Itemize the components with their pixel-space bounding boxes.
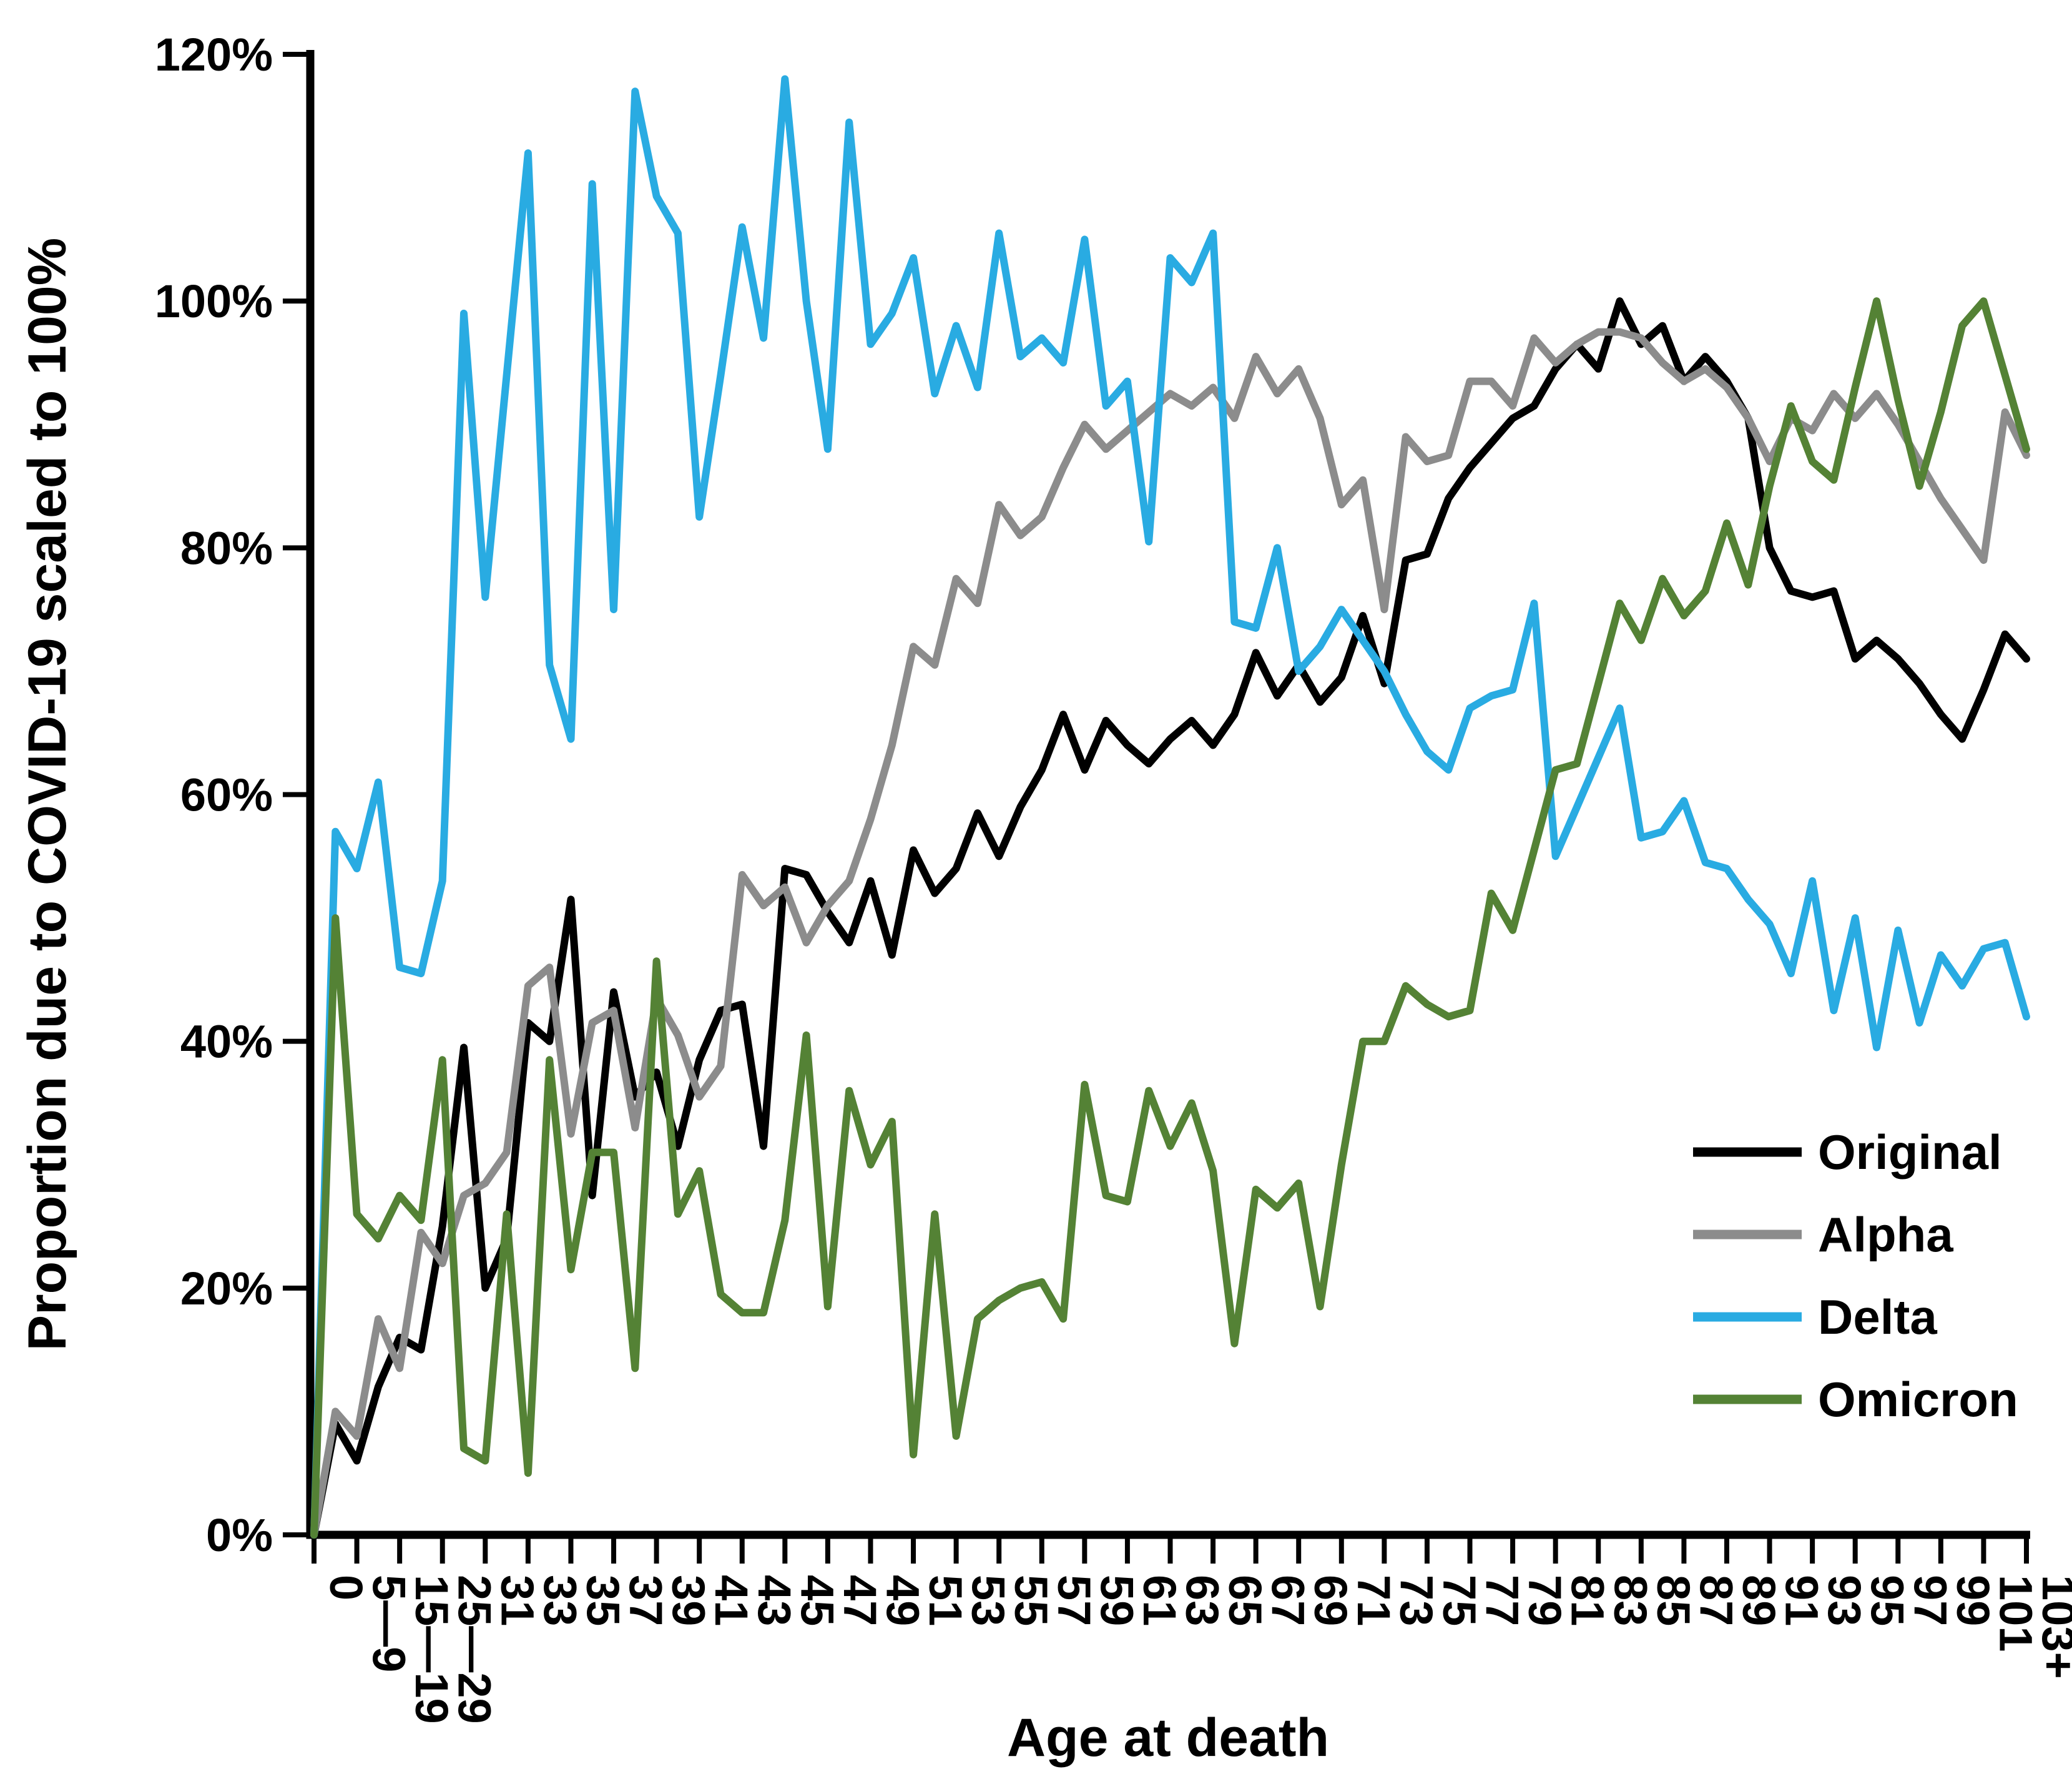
x-tick-label: 73 <box>1390 1575 1442 1626</box>
x-tick-label: 89 <box>1733 1575 1785 1626</box>
x-tick-label: 33 <box>534 1575 586 1626</box>
x-tick-label: 97 <box>1904 1575 1956 1626</box>
legend-label-delta: Delta <box>1818 1289 1937 1344</box>
legend-label-omicron: Omicron <box>1818 1372 2018 1427</box>
legend-label-alpha: Alpha <box>1818 1207 1953 1262</box>
x-tick-label: 63 <box>1177 1575 1229 1626</box>
x-axis-title: Age at death <box>1007 1708 1329 1768</box>
x-tick-label: 51 <box>920 1575 971 1626</box>
x-tick-label: 57 <box>1048 1575 1100 1626</box>
x-tick-label: 81 <box>1562 1575 1614 1626</box>
x-tick-label: 75 <box>1433 1575 1485 1626</box>
x-tick-label: 53 <box>963 1575 1014 1626</box>
x-tick-label: 93 <box>1819 1575 1870 1626</box>
y-tick-label: 60% <box>180 769 273 821</box>
x-tick-label: 43 <box>749 1575 800 1626</box>
y-tick-label: 120% <box>155 29 273 81</box>
y-tick-label: 80% <box>180 522 273 574</box>
x-tick-label: 67 <box>1262 1575 1314 1626</box>
x-tick-label: 79 <box>1519 1575 1571 1626</box>
x-tick-label: 85 <box>1647 1575 1699 1626</box>
x-tick-label: 101 <box>1990 1575 2041 1652</box>
plot-area: 0% 20% 40% 60% 80% 100% 120% 05—915—1925—293133… <box>155 29 2072 1724</box>
series-line-alpha <box>310 328 2030 1539</box>
series-line-delta <box>310 75 2030 1539</box>
x-tick-label: 77 <box>1476 1575 1528 1626</box>
x-tick-label: 39 <box>663 1575 715 1626</box>
x-tick-label: 31 <box>491 1575 543 1626</box>
x-tick-label: 37 <box>620 1575 672 1626</box>
x-tick-label: 59 <box>1091 1575 1142 1626</box>
y-tick-label: 100% <box>155 275 273 327</box>
x-tick-label: 83 <box>1604 1575 1656 1626</box>
y-axis-title: Proportion due to COVID-19 scaled to 100… <box>17 238 77 1351</box>
legend-label-original: Original <box>1818 1125 2002 1180</box>
x-tick-label: 91 <box>1776 1575 1828 1626</box>
x-tick-label: 69 <box>1305 1575 1357 1626</box>
x-tick-label: 99 <box>1947 1575 1999 1626</box>
x-tick-label: 5—9 <box>363 1575 415 1672</box>
x-tick-label: 103+ <box>2033 1575 2072 1679</box>
x-tick-label: 87 <box>1690 1575 1742 1626</box>
x-tick-label: 15—19 <box>406 1575 458 1724</box>
x-tick-label: 47 <box>834 1575 886 1626</box>
x-tick-label: 71 <box>1348 1575 1400 1626</box>
x-tick-label: 65 <box>1219 1575 1271 1626</box>
x-tick-label: 35 <box>577 1575 629 1626</box>
x-tick-label: 55 <box>1005 1575 1057 1626</box>
series-line-omicron <box>310 297 2030 1539</box>
x-tick-label: 45 <box>791 1575 843 1626</box>
x-tick-label: 95 <box>1862 1575 1913 1626</box>
x-tick-label: 61 <box>1134 1575 1186 1626</box>
x-tick-label: 49 <box>876 1575 928 1626</box>
x-tick-label: 25—29 <box>449 1575 501 1724</box>
x-tick-label: 41 <box>705 1575 757 1626</box>
x-tick-label: 0 <box>320 1575 372 1600</box>
y-tick-label: 20% <box>180 1263 273 1314</box>
y-tick-label: 40% <box>180 1016 273 1068</box>
y-tick-label: 0% <box>206 1509 273 1561</box>
